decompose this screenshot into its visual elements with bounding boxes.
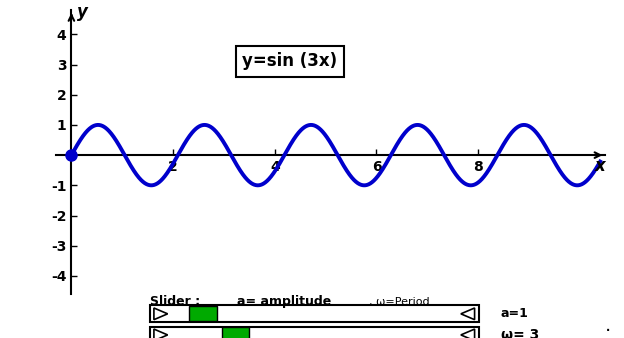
Text: Slider :: Slider :	[150, 295, 200, 309]
Text: y: y	[77, 3, 88, 21]
Polygon shape	[461, 308, 475, 320]
Bar	[222, 328, 250, 338]
Polygon shape	[461, 329, 475, 338]
Bar	[189, 306, 217, 321]
Text: , ω=Period: , ω=Period	[369, 297, 430, 307]
Bar	[150, 306, 479, 322]
Text: a=1: a=1	[501, 307, 529, 320]
Text: x: x	[595, 157, 605, 175]
Polygon shape	[154, 329, 168, 338]
Polygon shape	[154, 308, 168, 320]
Text: a= amplitude: a= amplitude	[237, 295, 331, 309]
Text: y=sin (3x): y=sin (3x)	[243, 52, 338, 71]
Text: .: .	[605, 316, 612, 335]
Bar	[150, 327, 479, 338]
Text: ω= 3: ω= 3	[501, 328, 539, 338]
